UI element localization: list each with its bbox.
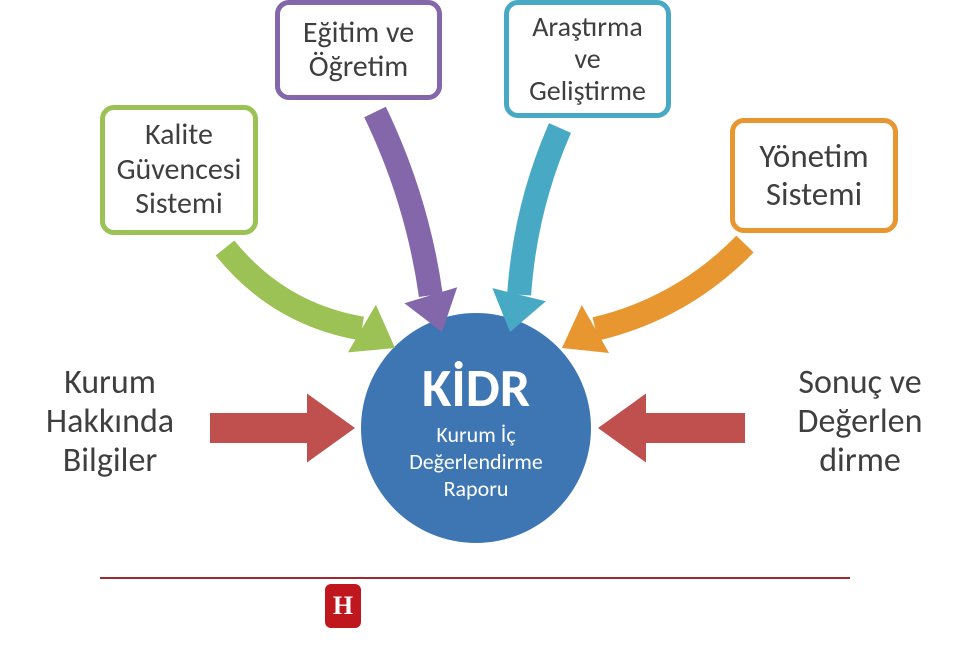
node-egitim-ogretim: Eğitim veÖğretim (275, 0, 442, 100)
node-label: YönetimSistemi (759, 138, 868, 214)
node-label: KaliteGüvencesiSistemi (117, 118, 242, 222)
side-text-kurum-hakkinda: KurumHakkındaBilgiler (20, 363, 200, 480)
central-node-kidr: KİDR Kurum İçDeğerlendirmeRaporu (361, 313, 591, 543)
node-label: AraştırmaveGeliştirme (529, 11, 646, 108)
footer-logo-icon: H (325, 584, 361, 628)
central-subtitle: Kurum İçDeğerlendirmeRaporu (409, 421, 543, 502)
central-title: KİDR (422, 355, 530, 421)
diagram-canvas: KİDR Kurum İçDeğerlendirmeRaporu KaliteG… (0, 0, 960, 645)
node-kalite-guvencesi: KaliteGüvencesiSistemi (100, 105, 258, 235)
side-text-sonuc-degerlendirme: Sonuç veDeğerlendirme (760, 363, 960, 480)
footer-divider (100, 577, 850, 579)
node-arastirma-gelistirme: AraştırmaveGeliştirme (504, 0, 671, 118)
node-yonetim-sistemi: YönetimSistemi (730, 118, 898, 233)
node-label: Eğitim veÖğretim (303, 16, 414, 85)
